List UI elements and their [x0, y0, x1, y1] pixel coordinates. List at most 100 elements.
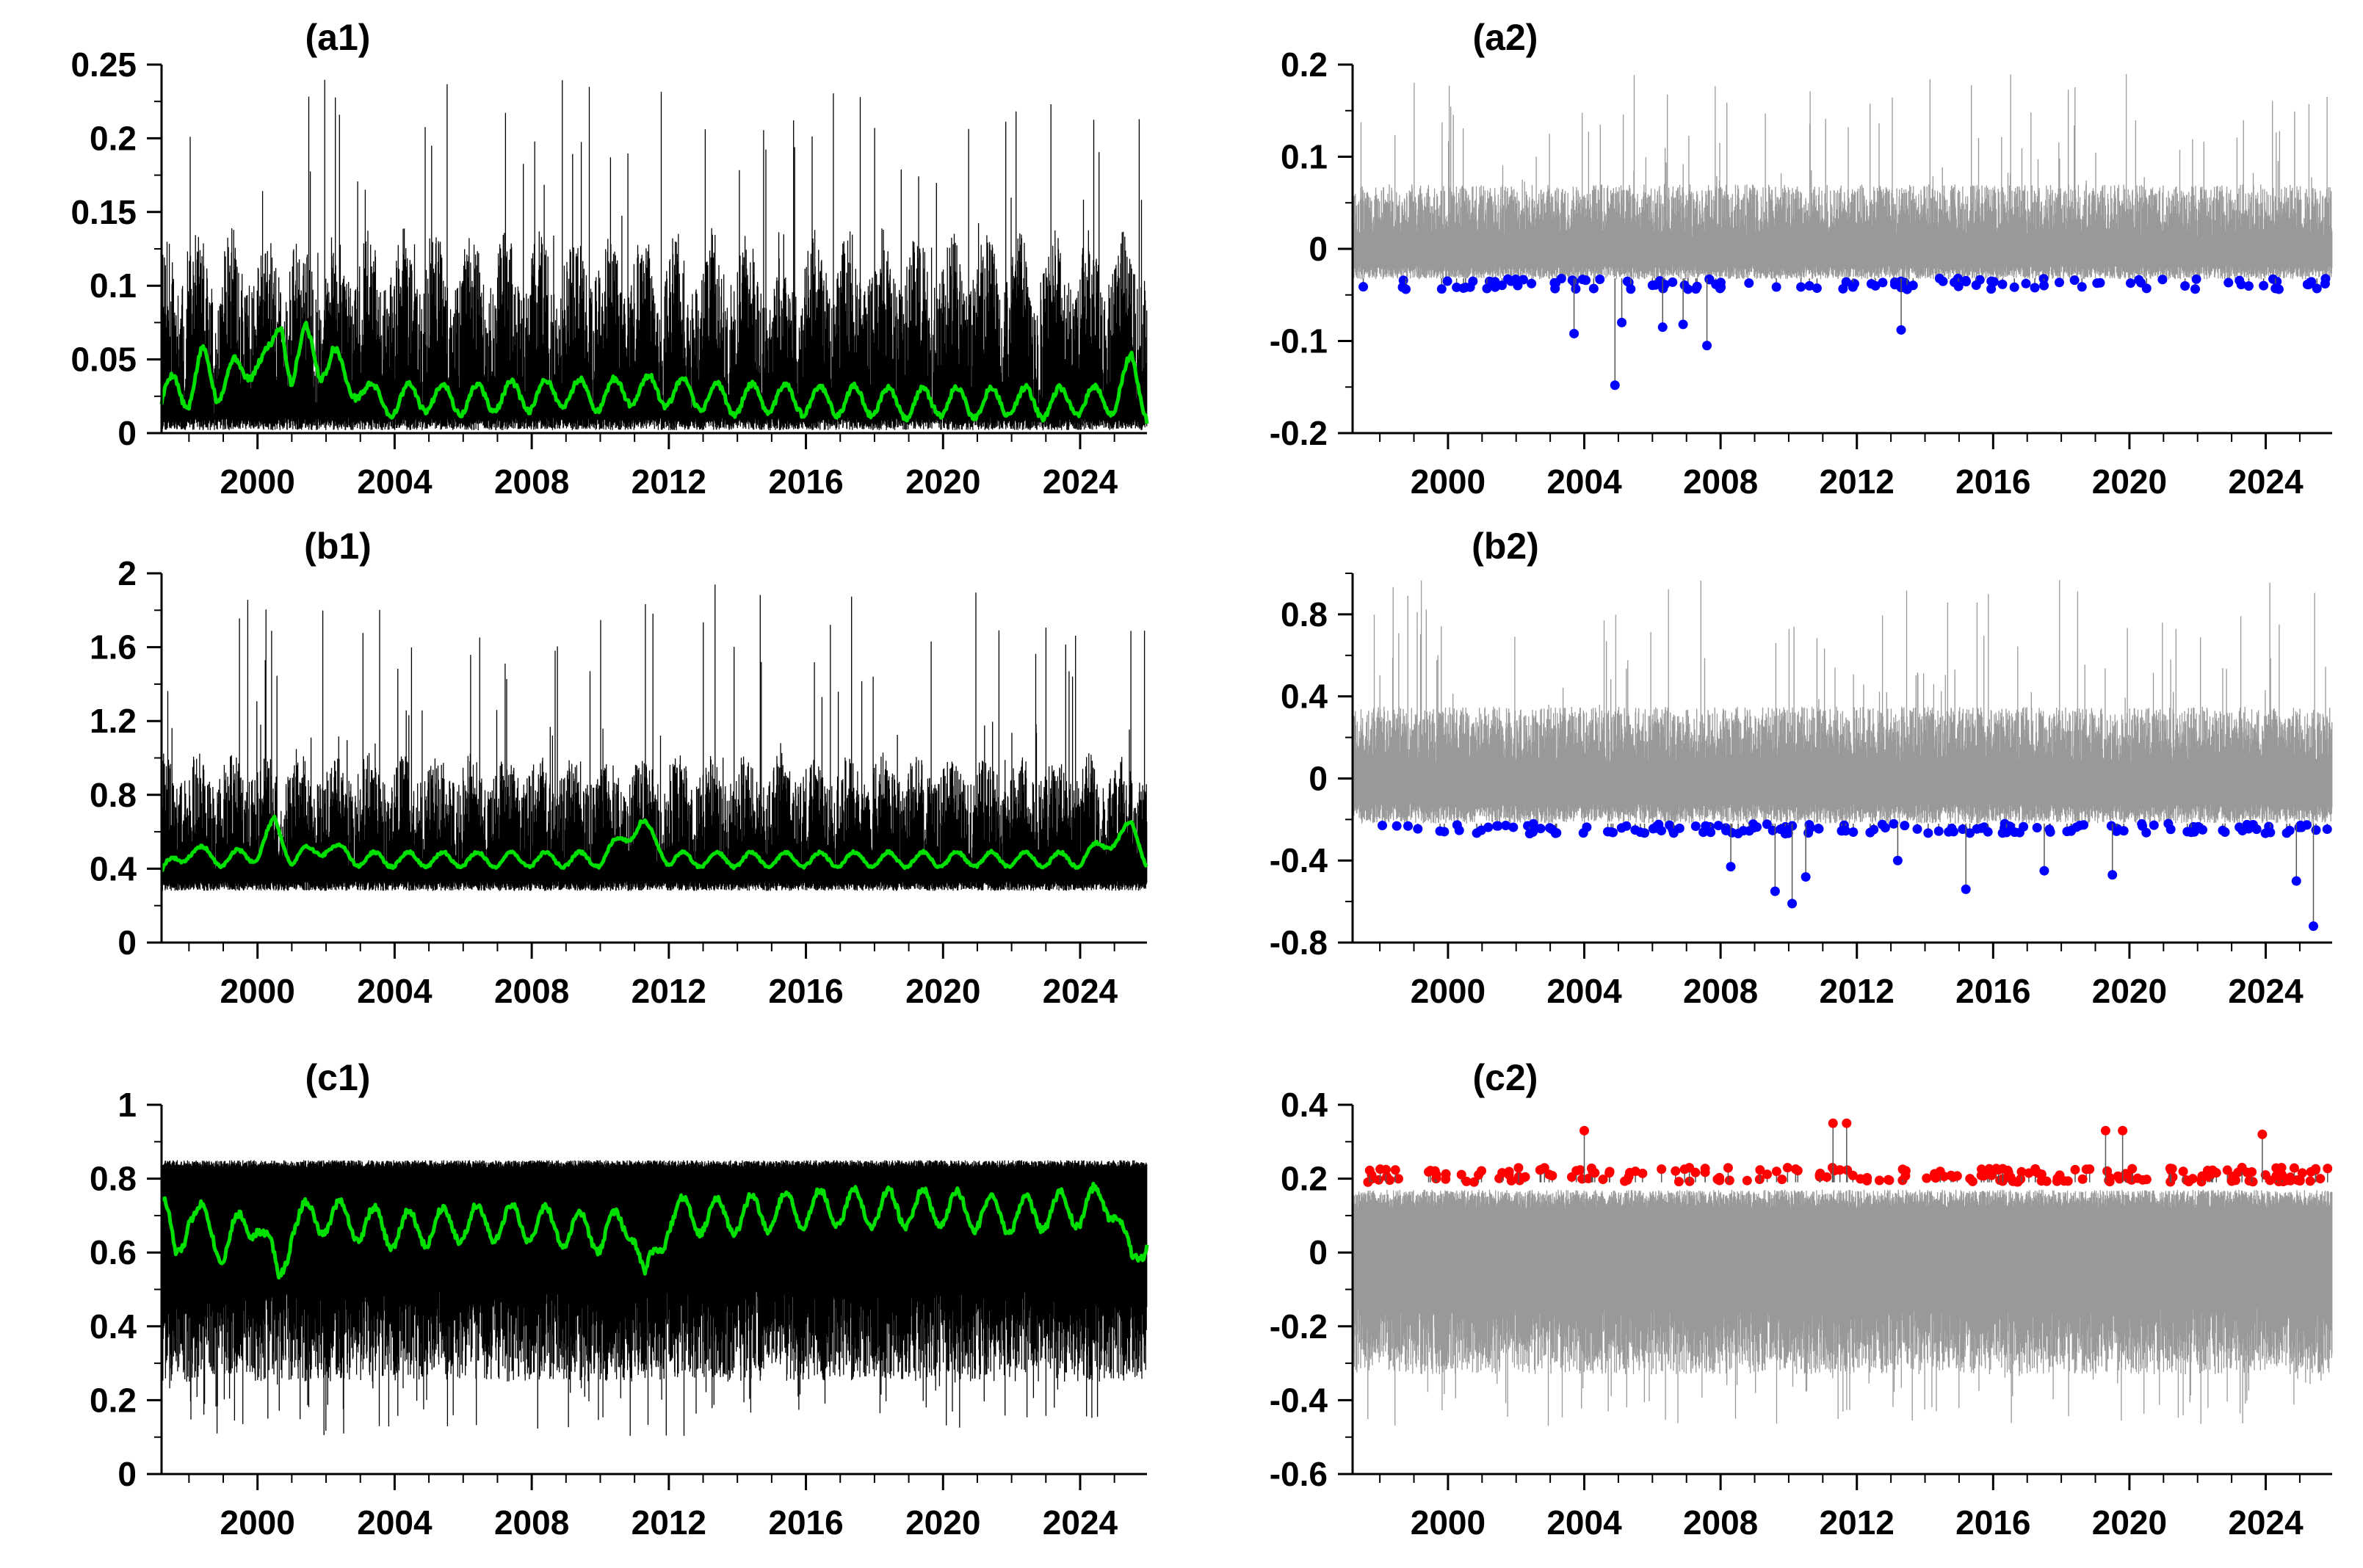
c2-x-tick-label: 2024	[2228, 1503, 2304, 1542]
b2-extreme-point	[2039, 865, 2049, 876]
c2-extreme-point	[1700, 1167, 1710, 1177]
b2-extreme-point	[1912, 824, 1922, 834]
c2-extreme-point	[2257, 1129, 2268, 1139]
b2-x-tick-label: 2024	[2228, 972, 2304, 1010]
b2-extreme-point	[1933, 826, 1944, 836]
c2-extreme-point	[1771, 1166, 1781, 1177]
a2-extreme-point	[1626, 284, 1636, 294]
a1-x-tick-label: 2008	[494, 462, 569, 501]
b2-extreme-point	[2294, 822, 2304, 832]
b2-extreme-point	[1621, 821, 1632, 831]
c2-extreme-point	[2141, 1175, 2152, 1185]
c2-extreme-point	[1364, 1165, 1375, 1175]
b1-series-smooth	[159, 814, 1148, 873]
b2-x-tick-label: 2004	[1546, 972, 1622, 1010]
c1-x-tick-label: 2024	[1043, 1503, 1118, 1542]
c1-series-raw_inverted	[161, 1160, 1148, 1436]
c2-extreme-point	[2289, 1163, 2299, 1173]
a2-extreme-point	[1679, 280, 1690, 291]
b2-extreme-point	[2265, 827, 2276, 838]
a1-series-smooth	[159, 320, 1149, 424]
c2-x-tick-label: 2012	[1820, 1503, 1895, 1542]
panel-a2: -0.2 -0.1 0 0.1 0.2 2000 2004 2008 2012 2016 2020 2…	[1270, 17, 2333, 501]
a2-extreme-point	[1490, 277, 1500, 287]
c2-extreme-point	[1842, 1118, 1852, 1128]
c2-extreme-point	[2127, 1164, 2138, 1174]
b1-y-tick-label: 0.4	[90, 849, 137, 888]
b2-extreme-point	[1958, 824, 1968, 835]
a2-extreme-point	[2243, 281, 2254, 291]
b2-extreme-point	[1413, 824, 1423, 834]
b1-x-tick-label: 2000	[220, 972, 295, 1010]
c2-extreme-point	[1755, 1165, 1765, 1175]
c2-extreme-point	[2323, 1164, 2333, 1174]
b2-extreme-point	[2019, 821, 2029, 832]
a2-extreme-point	[1812, 283, 1822, 294]
a2-extreme-point	[1660, 280, 1670, 290]
b2-extreme-point	[1961, 884, 1971, 894]
panel-b1: 0 0.4 0.8 1.2 1.6 2 2000 2004 2008 2012 2016 2020 20…	[90, 526, 1148, 1010]
c2-extreme-point	[1390, 1165, 1400, 1175]
a2-extreme-point	[1997, 279, 2008, 289]
b2-extreme-point	[1889, 819, 1899, 829]
b1-x-tick-label: 2020	[905, 972, 980, 1010]
b1-x-tick-label: 2008	[494, 972, 569, 1010]
a2-extreme-point	[1358, 282, 1369, 292]
a2-x-tick-label: 2012	[1820, 462, 1895, 501]
c2-extreme-point	[2315, 1174, 2326, 1184]
a2-extreme-point	[1569, 328, 1579, 338]
b2-y-tick-label: 0.8	[1281, 595, 1328, 634]
b2-extreme-point	[2308, 921, 2318, 932]
a2-extreme-point	[2039, 280, 2049, 291]
a1-x-tick-label: 2020	[905, 462, 980, 501]
c2-extreme-point	[2104, 1175, 2114, 1186]
c1-y-tick-label: 0	[117, 1455, 137, 1493]
b2-series-anomaly	[1352, 580, 2333, 824]
c2-extreme-point	[2305, 1176, 2315, 1186]
c2-extreme-point	[2206, 1169, 2216, 1179]
a2-extreme-point	[1556, 273, 1566, 283]
a2-extreme-point	[1704, 274, 1715, 284]
a2-extreme-point	[1986, 276, 1997, 286]
c2-extreme-point	[1441, 1174, 1451, 1184]
b2-y-tick-label: 0.4	[1281, 678, 1328, 716]
a2-extreme-point	[1870, 280, 1881, 291]
b2-extreme-point	[1690, 821, 1701, 832]
c2-extreme-point	[1828, 1118, 1838, 1128]
c2-extreme-point	[1382, 1172, 1392, 1182]
c2-extreme-point	[2311, 1164, 2321, 1174]
a2-extreme-point	[2030, 283, 2040, 293]
a2-extreme-point	[1398, 275, 1408, 286]
c2-y-tick-label: 0	[1309, 1233, 1328, 1271]
c2-extreme-point	[1497, 1168, 1508, 1178]
a1-series-raw	[161, 79, 1148, 430]
a2-y-tick-label: 0.2	[1281, 46, 1328, 84]
a2-x-tick-label: 2008	[1683, 462, 1758, 501]
c1-x-tick-label: 2004	[357, 1503, 433, 1542]
c2-x-tick-label: 2000	[1411, 1503, 1486, 1542]
a2-extreme-point	[1657, 322, 1668, 333]
b2-extreme-point	[1713, 821, 1723, 831]
c2-extreme-point	[1375, 1164, 1386, 1175]
c1-x-tick-label: 2016	[768, 1503, 843, 1542]
a1-panel-title: (a1)	[305, 17, 371, 58]
b2-extreme-point	[1654, 819, 1664, 830]
a2-extreme-point	[1702, 341, 1712, 351]
b2-extreme-point	[1508, 822, 1519, 832]
a1-x-tick-label: 2016	[768, 462, 843, 501]
a2-extreme-point	[2190, 284, 2200, 294]
c2-extreme-point	[2115, 1173, 2125, 1183]
c2-extreme-point	[1673, 1177, 1684, 1187]
a1-y-tick-label: 0.1	[90, 266, 137, 305]
b2-extreme-point	[1635, 827, 1646, 838]
b2-extreme-point	[2107, 870, 2118, 880]
c2-extreme-point	[1506, 1175, 1516, 1186]
b1-y-tick-label: 1.2	[90, 702, 137, 740]
a2-extreme-point	[2095, 277, 2105, 288]
b2-extreme-point	[2002, 827, 2012, 838]
c2-extreme-point	[1393, 1174, 1403, 1184]
c2-extreme-point	[2247, 1167, 2257, 1177]
c2-extreme-point	[1724, 1175, 1734, 1186]
a2-extreme-point	[2125, 278, 2135, 288]
